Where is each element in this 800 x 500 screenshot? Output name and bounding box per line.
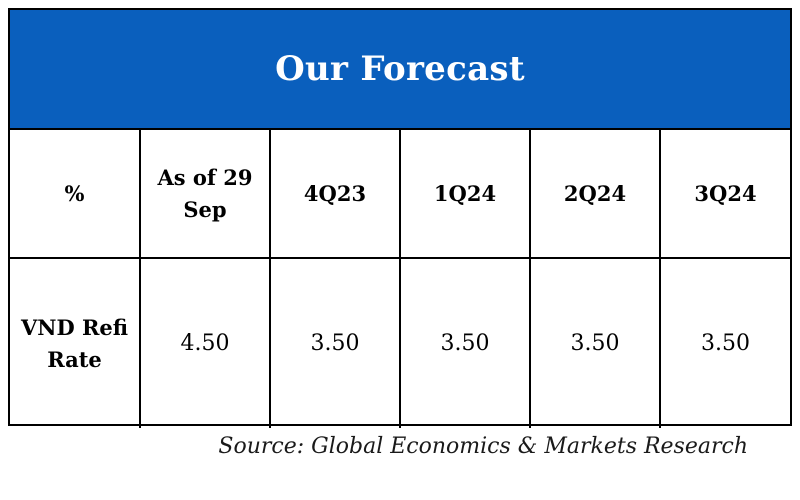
value-cell-3q24: 3.50 — [659, 257, 790, 428]
header-cell-as-of: As of 29 Sep — [139, 130, 271, 259]
header-cell-4q23: 4Q23 — [269, 130, 401, 259]
header-cell-1q24: 1Q24 — [399, 130, 531, 259]
header-row: % As of 29 Sep 4Q23 1Q24 2Q24 3Q24 — [10, 130, 790, 259]
table-title: Our Forecast — [275, 49, 525, 89]
value-cell-2q24: 3.50 — [529, 257, 661, 428]
value-cell-4q23: 3.50 — [269, 257, 401, 428]
table-row: VND Refi Rate 4.50 3.50 3.50 3.50 3.50 — [10, 257, 790, 428]
source-note: Source: Global Economics & Markets Resea… — [218, 434, 748, 459]
value-cell-1q24: 3.50 — [399, 257, 531, 428]
forecast-table-card: Our Forecast % As of 29 Sep 4Q23 1Q24 2Q… — [8, 8, 792, 428]
header-cell-3q24: 3Q24 — [659, 130, 790, 259]
row-label-vnd-refi-rate: VND Refi Rate — [10, 257, 141, 428]
value-cell-as-of: 4.50 — [139, 257, 271, 428]
header-cell-2q24: 2Q24 — [529, 130, 661, 259]
forecast-table: % As of 29 Sep 4Q23 1Q24 2Q24 3Q24 VND R… — [10, 130, 790, 428]
title-bar: Our Forecast — [10, 10, 790, 130]
header-cell-unit: % — [10, 130, 141, 259]
